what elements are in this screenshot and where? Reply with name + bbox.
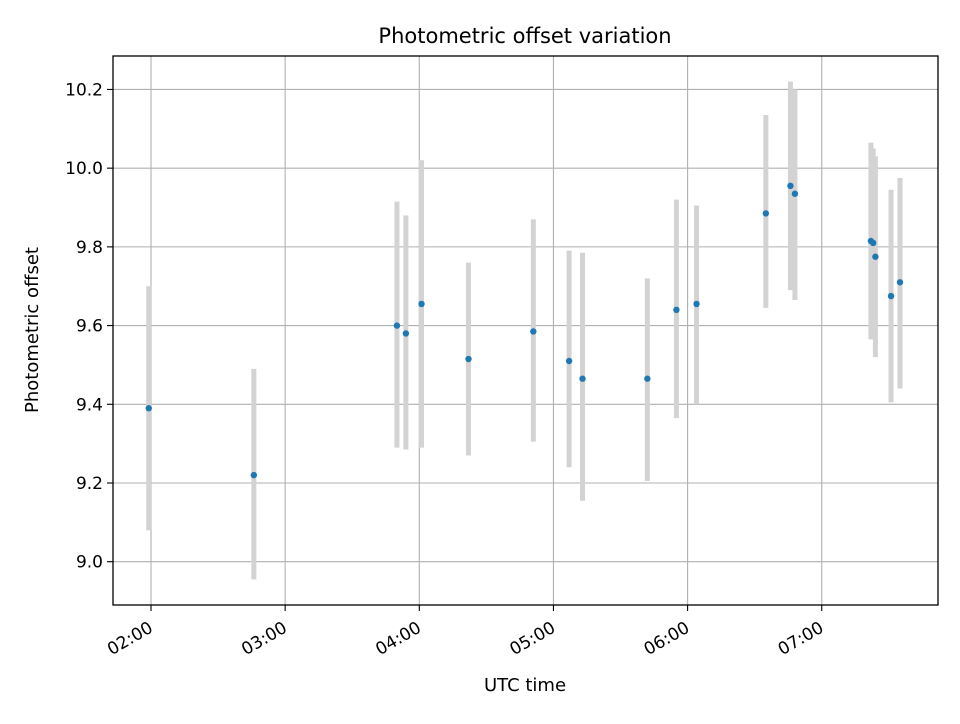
data-point <box>791 190 799 197</box>
y-tick-label: 9.8 <box>76 238 103 258</box>
y-tick-label: 9.0 <box>76 553 103 573</box>
data-point <box>579 375 586 382</box>
chart-title: Photometric offset variation <box>378 24 671 48</box>
y-axis-label: Photometric offset <box>22 247 43 413</box>
data-point <box>762 210 770 217</box>
data-point <box>418 300 425 308</box>
data-point <box>465 355 472 363</box>
data-point <box>693 300 700 308</box>
y-tick-label: 9.4 <box>76 395 103 415</box>
data-point <box>530 328 537 335</box>
x-axis-label: UTC time <box>484 675 566 696</box>
data-point <box>673 306 680 314</box>
data-point <box>787 182 794 190</box>
data-points <box>145 182 904 479</box>
y-axis-ticks: 9.0 9.2 9.4 9.6 9.8 10.0 10.2 <box>65 80 113 573</box>
data-point <box>565 357 573 365</box>
data-point <box>250 471 258 479</box>
data-point <box>872 253 879 260</box>
y-tick-label: 9.2 <box>76 474 103 494</box>
data-point <box>869 239 877 247</box>
data-point <box>402 330 410 337</box>
y-tick-label: 10.0 <box>65 159 103 179</box>
data-point <box>887 292 895 300</box>
data-point <box>644 375 651 382</box>
y-tick-label: 10.2 <box>65 80 103 100</box>
grid <box>113 56 938 605</box>
plot-frame <box>112 55 939 606</box>
data-point <box>896 279 904 286</box>
y-tick-label: 9.6 <box>76 317 103 337</box>
data-point <box>393 322 401 329</box>
data-point <box>145 405 152 412</box>
